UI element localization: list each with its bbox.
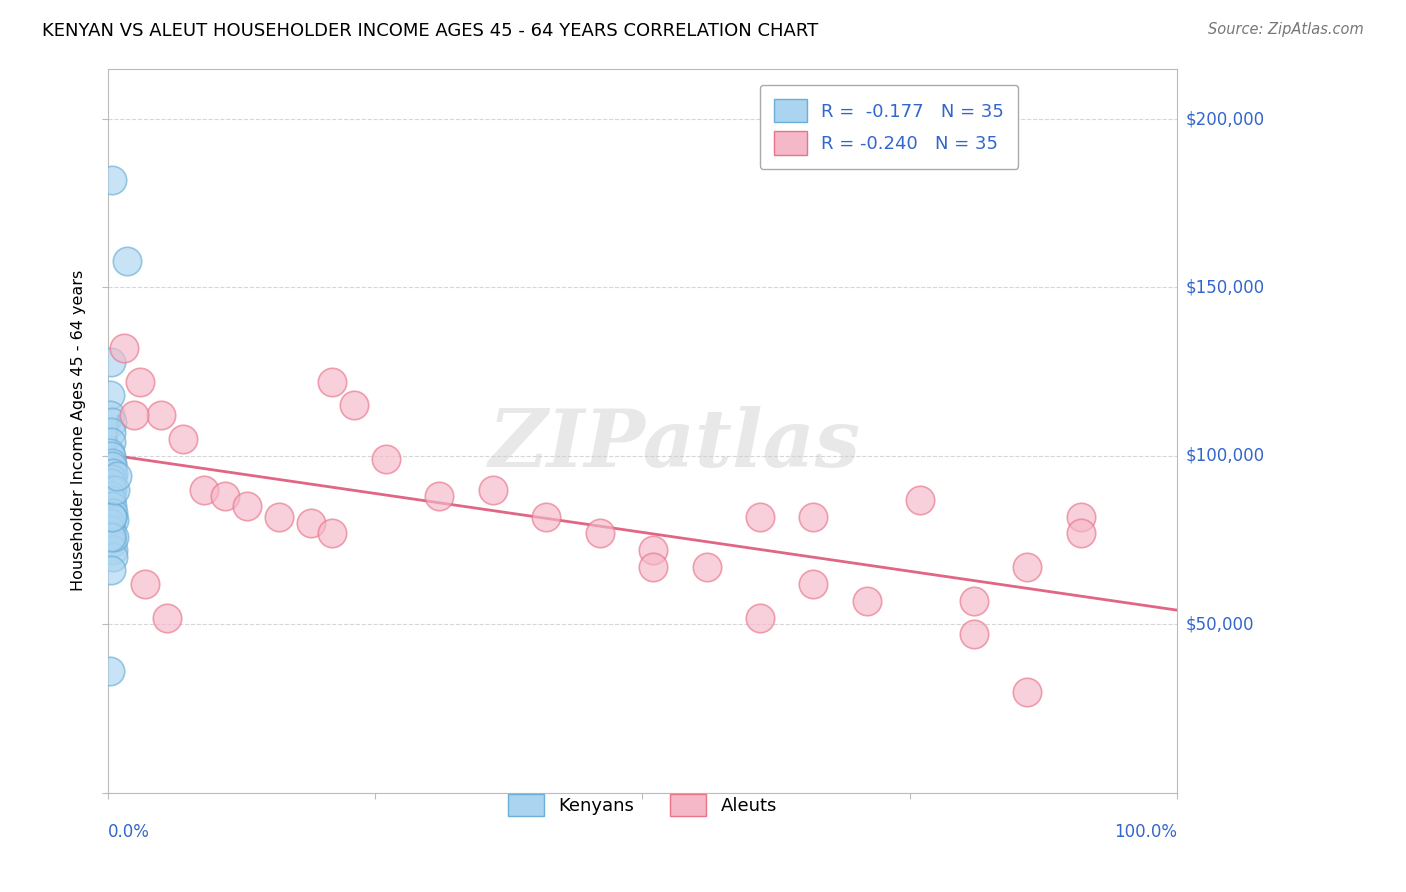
Point bbox=[128, 375, 150, 389]
Point bbox=[105, 469, 128, 483]
Point bbox=[100, 415, 122, 429]
Point bbox=[104, 483, 127, 497]
Point bbox=[100, 564, 122, 578]
Point bbox=[98, 388, 121, 402]
Point bbox=[101, 500, 124, 514]
Point bbox=[856, 593, 879, 607]
Point bbox=[749, 610, 772, 624]
Text: $50,000: $50,000 bbox=[1185, 615, 1254, 633]
Point bbox=[101, 509, 124, 524]
Point bbox=[124, 409, 146, 423]
Text: $150,000: $150,000 bbox=[1185, 278, 1264, 296]
Text: KENYAN VS ALEUT HOUSEHOLDER INCOME AGES 45 - 64 YEARS CORRELATION CHART: KENYAN VS ALEUT HOUSEHOLDER INCOME AGES … bbox=[42, 22, 818, 40]
Point bbox=[98, 445, 121, 459]
Point bbox=[299, 516, 322, 531]
Legend: Kenyans, Aleuts: Kenyans, Aleuts bbox=[501, 787, 785, 823]
Point bbox=[427, 489, 450, 503]
Point bbox=[101, 536, 124, 550]
Point bbox=[374, 452, 396, 467]
Point bbox=[100, 456, 122, 470]
Point bbox=[172, 432, 194, 446]
Point bbox=[112, 341, 135, 355]
Text: Source: ZipAtlas.com: Source: ZipAtlas.com bbox=[1208, 22, 1364, 37]
Point bbox=[155, 610, 177, 624]
Point bbox=[100, 483, 122, 497]
Y-axis label: Householder Income Ages 45 - 64 years: Householder Income Ages 45 - 64 years bbox=[72, 270, 86, 591]
Point bbox=[534, 509, 557, 524]
Point bbox=[100, 492, 122, 507]
Point bbox=[481, 483, 503, 497]
Point bbox=[641, 543, 664, 558]
Point bbox=[641, 560, 664, 574]
Point bbox=[100, 449, 122, 463]
Point bbox=[100, 489, 122, 503]
Point bbox=[100, 523, 122, 537]
Point bbox=[214, 489, 236, 503]
Point bbox=[101, 509, 124, 524]
Point bbox=[103, 530, 125, 544]
Point bbox=[343, 398, 366, 412]
Point bbox=[1070, 526, 1092, 541]
Point bbox=[100, 354, 122, 368]
Point bbox=[100, 409, 122, 423]
Text: ZIPatlas: ZIPatlas bbox=[488, 407, 860, 483]
Point bbox=[100, 530, 122, 544]
Point bbox=[150, 409, 173, 423]
Point bbox=[101, 466, 124, 480]
Point bbox=[963, 593, 986, 607]
Point bbox=[267, 509, 290, 524]
Point bbox=[803, 509, 825, 524]
Point bbox=[100, 530, 122, 544]
Point bbox=[115, 253, 138, 268]
Point bbox=[321, 526, 343, 541]
Point bbox=[101, 506, 124, 520]
Point bbox=[101, 172, 124, 186]
Point bbox=[910, 492, 932, 507]
Point bbox=[236, 500, 259, 514]
Point bbox=[100, 665, 122, 679]
Point bbox=[1017, 560, 1039, 574]
Point bbox=[103, 549, 125, 564]
Text: $100,000: $100,000 bbox=[1185, 447, 1264, 465]
Point bbox=[100, 425, 122, 440]
Text: 100.0%: 100.0% bbox=[1114, 823, 1177, 841]
Point bbox=[101, 543, 124, 558]
Text: 0.0%: 0.0% bbox=[108, 823, 149, 841]
Text: $200,000: $200,000 bbox=[1185, 110, 1264, 128]
Point bbox=[1017, 684, 1039, 698]
Point bbox=[100, 516, 122, 531]
Point bbox=[749, 509, 772, 524]
Point bbox=[134, 577, 156, 591]
Point bbox=[963, 627, 986, 641]
Point bbox=[100, 475, 122, 490]
Point bbox=[101, 458, 124, 473]
Point bbox=[100, 435, 122, 450]
Point bbox=[103, 513, 125, 527]
Point bbox=[101, 473, 124, 487]
Point bbox=[588, 526, 610, 541]
Point bbox=[1070, 509, 1092, 524]
Point bbox=[321, 375, 343, 389]
Point bbox=[696, 560, 718, 574]
Point bbox=[803, 577, 825, 591]
Point bbox=[193, 483, 215, 497]
